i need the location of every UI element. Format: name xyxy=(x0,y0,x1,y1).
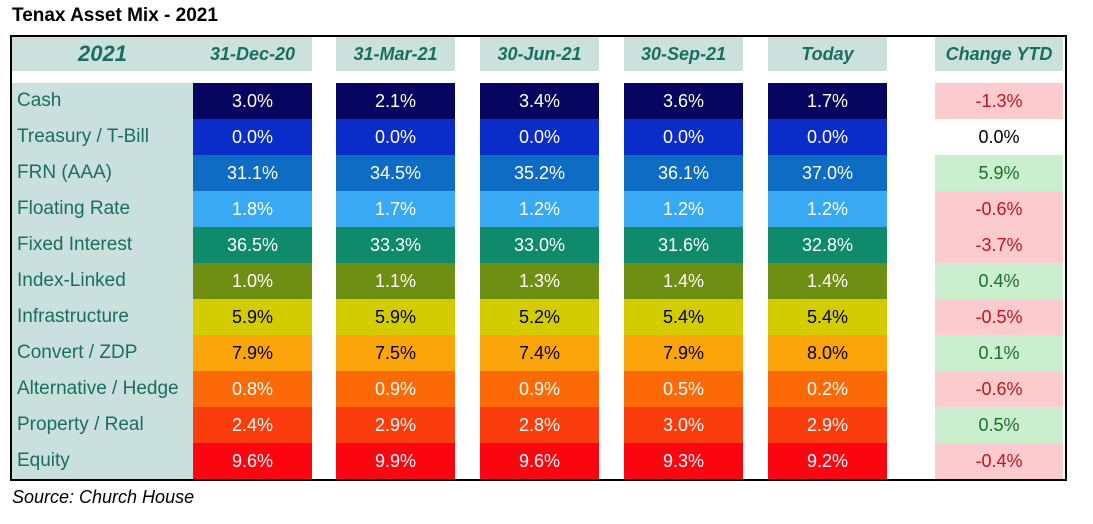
row-label: Fixed Interest xyxy=(12,227,193,263)
value-cell: 0.0% xyxy=(193,119,312,155)
change-ytd-cell: 5.9% xyxy=(935,155,1063,191)
row-label: Convert / ZDP xyxy=(12,335,193,371)
value-cell: 7.9% xyxy=(624,335,743,371)
change-ytd-cell: -3.7% xyxy=(935,227,1063,263)
row-label: Equity xyxy=(12,443,193,479)
change-ytd-cell: 0.5% xyxy=(935,407,1063,443)
value-cell: 0.0% xyxy=(336,119,455,155)
column-header-3: 30-Sep-21 xyxy=(624,37,743,71)
row-label: Cash xyxy=(12,83,193,119)
value-cell: 5.9% xyxy=(336,299,455,335)
change-ytd-cell: -0.4% xyxy=(935,443,1063,479)
value-cell: 1.2% xyxy=(480,191,599,227)
chart-title: Tenax Asset Mix - 2021 xyxy=(12,5,218,26)
value-cell: 5.9% xyxy=(193,299,312,335)
change-ytd-cell: -0.5% xyxy=(935,299,1063,335)
value-cell: 1.1% xyxy=(336,263,455,299)
value-cell: 7.4% xyxy=(480,335,599,371)
value-cell: 35.2% xyxy=(480,155,599,191)
value-cell: 33.0% xyxy=(480,227,599,263)
column-header-2: 30-Jun-21 xyxy=(480,37,599,71)
row-label: FRN (AAA) xyxy=(12,155,193,191)
value-cell: 2.9% xyxy=(336,407,455,443)
value-cell: 9.6% xyxy=(480,443,599,479)
source-note: Source: Church House xyxy=(12,487,195,507)
value-cell: 1.3% xyxy=(480,263,599,299)
row-label: Property / Real xyxy=(12,407,193,443)
value-cell: 34.5% xyxy=(336,155,455,191)
value-cell: 5.2% xyxy=(480,299,599,335)
value-cell: 7.5% xyxy=(336,335,455,371)
value-cell: 1.7% xyxy=(768,83,887,119)
value-cell: 3.4% xyxy=(480,83,599,119)
value-cell: 1.7% xyxy=(336,191,455,227)
value-cell: 31.1% xyxy=(193,155,312,191)
value-cell: 0.0% xyxy=(768,119,887,155)
value-cell: 2.1% xyxy=(336,83,455,119)
value-cell: 1.8% xyxy=(193,191,312,227)
header-year: 2021 xyxy=(12,37,193,71)
row-label: Alternative / Hedge xyxy=(12,371,193,407)
value-cell: 9.3% xyxy=(624,443,743,479)
change-ytd-header: Change YTD xyxy=(935,37,1063,71)
value-cell: 37.0% xyxy=(768,155,887,191)
value-cell: 31.6% xyxy=(624,227,743,263)
change-ytd-cell: -0.6% xyxy=(935,191,1063,227)
value-cell: 5.4% xyxy=(624,299,743,335)
value-cell: 9.9% xyxy=(336,443,455,479)
row-label: Floating Rate xyxy=(12,191,193,227)
value-cell: 9.2% xyxy=(768,443,887,479)
value-cell: 9.6% xyxy=(193,443,312,479)
value-cell: 8.0% xyxy=(768,335,887,371)
column-header-0: 31-Dec-20 xyxy=(193,37,312,71)
column-header-4: Today xyxy=(768,37,887,71)
value-cell: 0.9% xyxy=(480,371,599,407)
row-label: Infrastructure xyxy=(12,299,193,335)
value-cell: 7.9% xyxy=(193,335,312,371)
value-cell: 1.0% xyxy=(193,263,312,299)
value-cell: 1.2% xyxy=(624,191,743,227)
value-cell: 36.5% xyxy=(193,227,312,263)
value-cell: 1.4% xyxy=(768,263,887,299)
value-cell: 33.3% xyxy=(336,227,455,263)
value-cell: 1.4% xyxy=(624,263,743,299)
value-cell: 3.0% xyxy=(624,407,743,443)
value-cell: 0.8% xyxy=(193,371,312,407)
row-label: Index-Linked xyxy=(12,263,193,299)
value-cell: 2.8% xyxy=(480,407,599,443)
value-cell: 0.0% xyxy=(624,119,743,155)
row-label: Treasury / T-Bill xyxy=(12,119,193,155)
value-cell: 3.0% xyxy=(193,83,312,119)
change-ytd-cell: 0.4% xyxy=(935,263,1063,299)
value-cell: 0.5% xyxy=(624,371,743,407)
change-ytd-cell: -0.6% xyxy=(935,371,1063,407)
value-cell: 5.4% xyxy=(768,299,887,335)
asset-mix-table: 2021 31-Dec-20 31-Mar-21 30-Jun-21 30-Sep-21… xyxy=(10,35,1067,481)
change-ytd-cell: 0.1% xyxy=(935,335,1063,371)
value-cell: 0.0% xyxy=(480,119,599,155)
value-cell: 0.2% xyxy=(768,371,887,407)
value-cell: 3.6% xyxy=(624,83,743,119)
column-header-1: 31-Mar-21 xyxy=(336,37,455,71)
value-cell: 32.8% xyxy=(768,227,887,263)
value-cell: 0.9% xyxy=(336,371,455,407)
value-cell: 36.1% xyxy=(624,155,743,191)
value-cell: 2.9% xyxy=(768,407,887,443)
change-ytd-cell: -1.3% xyxy=(935,83,1063,119)
value-cell: 1.2% xyxy=(768,191,887,227)
value-cell: 2.4% xyxy=(193,407,312,443)
change-ytd-cell: 0.0% xyxy=(935,119,1063,155)
